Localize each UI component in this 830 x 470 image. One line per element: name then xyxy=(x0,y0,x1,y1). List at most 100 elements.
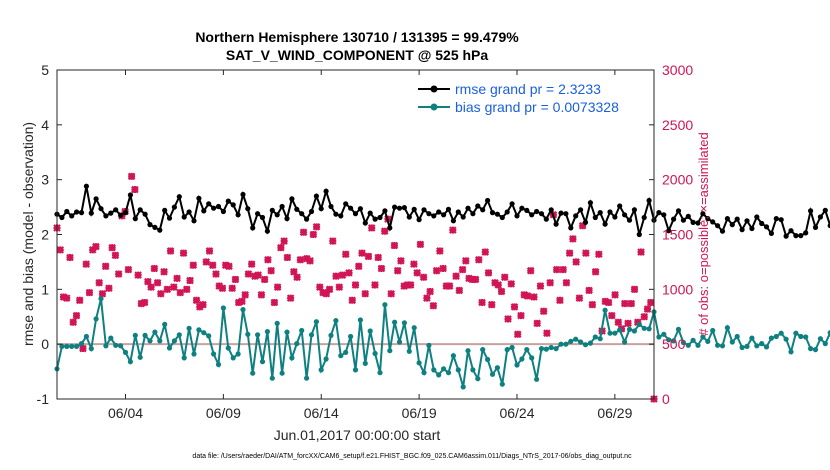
rmse-point xyxy=(367,210,373,216)
rmse-point xyxy=(773,216,779,222)
rmse-point xyxy=(108,210,114,216)
bias-point xyxy=(587,340,594,346)
bias-point xyxy=(754,343,760,349)
obs-count-marker xyxy=(637,248,645,256)
rmse-point xyxy=(622,212,628,218)
rmse-point xyxy=(475,203,481,209)
y-left-tick-label: 4 xyxy=(41,117,49,133)
rmse-point xyxy=(152,224,158,230)
rmse-point xyxy=(162,207,168,213)
bias-point xyxy=(534,376,540,382)
bias-point xyxy=(304,375,310,381)
y-right-tick-label: 2000 xyxy=(662,172,693,188)
rmse-point xyxy=(695,220,701,226)
obs-count-marker xyxy=(225,262,233,271)
obs-count-marker xyxy=(316,283,324,291)
obs-count-marker xyxy=(624,319,632,328)
rmse-point xyxy=(641,214,647,221)
bias-point xyxy=(426,342,432,348)
rmse-point xyxy=(215,203,222,210)
bias-point xyxy=(357,317,363,323)
x-axis: 06/04 06/09 06/14 06/19 06/24 06/29 xyxy=(108,70,633,421)
bias-point xyxy=(211,351,217,357)
bias-point xyxy=(734,333,740,340)
bias-point xyxy=(509,344,515,351)
obs-count-marker xyxy=(497,287,506,296)
rmse-point xyxy=(426,211,432,217)
rmse-point xyxy=(636,231,642,238)
bias-point xyxy=(592,334,598,340)
bias-point xyxy=(137,354,143,360)
rmse-point xyxy=(176,194,182,200)
rmse-point xyxy=(191,218,197,224)
obs-count-marker xyxy=(208,261,217,269)
rmse-point xyxy=(666,228,672,234)
bias-point xyxy=(328,332,334,338)
y-axis-left-label: rmse and bias (model - observation) xyxy=(20,122,36,346)
obs-count-marker xyxy=(455,286,464,295)
rmse-point xyxy=(279,203,285,210)
obs-count-marker xyxy=(290,268,298,276)
rmse-point xyxy=(69,213,75,219)
obs-count-marker xyxy=(478,298,486,307)
obs-count-marker xyxy=(556,296,564,305)
rmse-point xyxy=(113,207,119,213)
bias-point xyxy=(387,348,393,354)
rmse-point xyxy=(499,214,505,221)
rmse-point xyxy=(558,210,564,216)
rmse-point xyxy=(626,217,633,223)
obs-count-marker xyxy=(351,281,360,289)
bias-point xyxy=(323,356,329,362)
obs-count-marker xyxy=(426,287,434,296)
rmse-point xyxy=(74,209,80,215)
bias-point xyxy=(768,335,775,341)
obs-count-marker xyxy=(354,262,363,271)
bias-point xyxy=(421,370,427,376)
obs-count-marker xyxy=(345,269,353,277)
y-left-tick-label: 3 xyxy=(41,172,49,188)
rmse-point xyxy=(186,209,192,215)
rmse-point xyxy=(646,197,652,204)
rmse-point xyxy=(318,206,324,212)
bias-point xyxy=(215,361,222,368)
obs-count-marker xyxy=(552,265,561,274)
obs-count-marker xyxy=(494,281,503,289)
obs-count-marker xyxy=(374,253,382,262)
bias-point xyxy=(607,330,613,336)
bias-point xyxy=(671,338,677,344)
rmse-point xyxy=(127,192,133,198)
obs-count-marker xyxy=(419,273,428,282)
obs-count-marker xyxy=(621,299,629,308)
bias-point xyxy=(64,343,70,349)
bias-point xyxy=(284,329,290,335)
obs-count-marker xyxy=(565,249,574,257)
bias-point xyxy=(294,341,300,347)
bias-point xyxy=(152,329,158,335)
obs-count-marker xyxy=(546,278,554,287)
bias-point xyxy=(352,367,359,373)
rmse-point xyxy=(778,217,784,223)
y-axis-left: -1 0 1 2 3 4 5 xyxy=(37,62,62,407)
rmse-point xyxy=(387,225,393,231)
obs-count-marker xyxy=(69,318,78,327)
bias-point xyxy=(255,332,261,338)
bias-point xyxy=(264,329,270,335)
bias-point xyxy=(744,343,750,349)
bias-series-layer xyxy=(54,296,830,390)
obs-count-marker xyxy=(264,255,272,264)
bias-point xyxy=(206,333,212,339)
bias-point xyxy=(181,355,187,361)
obs-count-marker xyxy=(523,292,532,300)
bias-point xyxy=(436,372,442,378)
rmse-point xyxy=(401,205,407,211)
bias-point xyxy=(675,326,682,332)
obs-count-marker xyxy=(510,303,519,311)
obs-count-marker xyxy=(611,291,619,299)
bias-point xyxy=(798,333,804,340)
bias-point xyxy=(494,365,500,371)
rmse-point xyxy=(675,208,682,214)
rmse-point xyxy=(617,203,623,209)
rmse-point xyxy=(455,209,461,215)
obs-count-marker xyxy=(526,266,535,275)
bias-point xyxy=(719,343,726,349)
